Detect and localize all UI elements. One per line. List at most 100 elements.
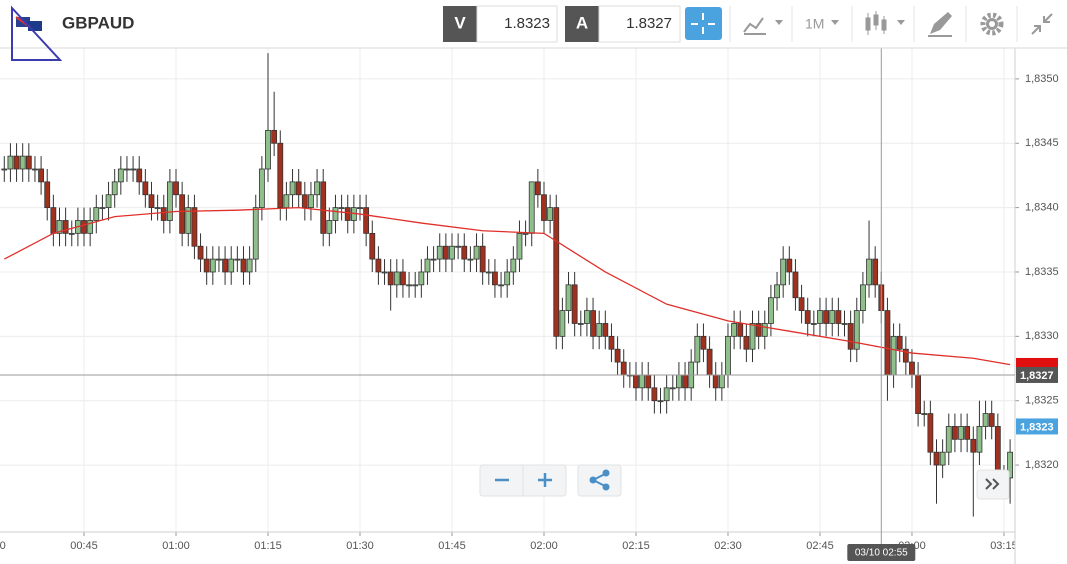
candle-body bbox=[191, 207, 198, 247]
candle bbox=[780, 246, 787, 298]
scroll-right-button[interactable] bbox=[976, 469, 1010, 500]
candle bbox=[461, 233, 468, 272]
candle-body bbox=[804, 310, 811, 324]
candle-body bbox=[265, 129, 271, 170]
candle bbox=[234, 246, 241, 272]
candle-body bbox=[951, 426, 958, 440]
candle bbox=[847, 310, 854, 363]
candle bbox=[951, 413, 958, 453]
x-tick-label: 02:00 bbox=[530, 540, 558, 552]
toolbar: GBPAUD V 1.8323 A 1.8327 1M bbox=[0, 0, 1067, 61]
timeframe-button[interactable]: 1M bbox=[805, 16, 839, 32]
candle-body bbox=[492, 271, 498, 286]
candle-body bbox=[130, 168, 136, 171]
candle bbox=[222, 246, 228, 285]
candle-body bbox=[976, 426, 983, 453]
share-button[interactable] bbox=[577, 464, 622, 497]
candle bbox=[56, 207, 63, 247]
candle bbox=[154, 194, 161, 221]
candle bbox=[363, 194, 370, 247]
y-tick-label: 1,8340 bbox=[1025, 202, 1059, 214]
candle bbox=[142, 169, 149, 208]
candle bbox=[320, 169, 327, 247]
bid-tag-label: V bbox=[454, 13, 466, 32]
candle-body bbox=[798, 297, 805, 311]
candle-body bbox=[1007, 451, 1013, 479]
chart-type-button[interactable] bbox=[743, 17, 783, 35]
candle-body bbox=[320, 181, 327, 234]
candle bbox=[203, 246, 210, 285]
candle-body bbox=[534, 181, 541, 196]
candle-body bbox=[982, 413, 989, 427]
candle-body bbox=[357, 207, 363, 210]
ask-tag[interactable] bbox=[565, 6, 599, 42]
candle bbox=[332, 194, 339, 234]
candle-body bbox=[209, 258, 216, 273]
x-tick-label: 00:45 bbox=[70, 540, 98, 552]
bid-box[interactable] bbox=[476, 5, 558, 43]
candle-body bbox=[406, 284, 412, 287]
candle bbox=[731, 310, 738, 350]
candle bbox=[577, 310, 584, 337]
candle-body bbox=[866, 258, 872, 286]
candle-body bbox=[682, 374, 688, 389]
candle-body bbox=[541, 194, 547, 221]
candle-body bbox=[87, 220, 94, 234]
candle bbox=[449, 233, 455, 272]
bid-price-box bbox=[1016, 418, 1058, 435]
zoom-in-button[interactable] bbox=[538, 473, 552, 487]
candle bbox=[485, 259, 492, 285]
candle bbox=[271, 91, 278, 157]
crosshair-button[interactable] bbox=[685, 7, 722, 40]
candle-body bbox=[909, 361, 915, 376]
candle bbox=[99, 194, 106, 221]
candle-body bbox=[725, 335, 731, 376]
candle-body bbox=[473, 245, 480, 260]
timeframe: 1M bbox=[805, 16, 824, 32]
candle-body bbox=[988, 413, 995, 427]
bid-price-label: 1,8323 bbox=[1020, 421, 1054, 433]
candle bbox=[338, 194, 345, 221]
bid-tag[interactable] bbox=[443, 6, 477, 42]
candle-body bbox=[669, 387, 676, 390]
candle bbox=[479, 233, 486, 285]
candle-body bbox=[712, 374, 719, 389]
candle-body bbox=[749, 323, 756, 350]
candle-body bbox=[737, 323, 744, 337]
candle bbox=[424, 246, 431, 285]
candle bbox=[921, 400, 928, 427]
candle bbox=[295, 169, 302, 208]
ask-box[interactable] bbox=[598, 5, 681, 43]
candle-body bbox=[442, 245, 449, 260]
candle bbox=[19, 143, 26, 182]
candle bbox=[945, 413, 952, 466]
collapse-button[interactable] bbox=[1031, 13, 1053, 35]
candle bbox=[393, 259, 400, 298]
candle-body bbox=[528, 181, 535, 234]
candle-body bbox=[375, 258, 382, 273]
candle-body bbox=[271, 129, 278, 144]
draw-button[interactable] bbox=[928, 12, 952, 37]
candle-body bbox=[571, 284, 578, 324]
candle-body bbox=[498, 284, 504, 287]
candle-body bbox=[731, 323, 738, 337]
candle-body bbox=[326, 220, 333, 234]
candle-body bbox=[68, 232, 75, 235]
y-tick-label: 1,8350 bbox=[1025, 73, 1059, 85]
candle-body bbox=[657, 400, 664, 403]
settings-button[interactable] bbox=[980, 12, 1004, 36]
candle-body bbox=[921, 413, 928, 415]
candle bbox=[590, 297, 596, 350]
candle-style-button[interactable] bbox=[865, 11, 905, 35]
candle-body bbox=[295, 181, 302, 196]
candle bbox=[314, 169, 320, 208]
candle bbox=[896, 323, 903, 363]
candle-body bbox=[216, 258, 222, 261]
candle-body bbox=[344, 207, 351, 221]
candle-body bbox=[602, 323, 609, 337]
candle bbox=[400, 259, 406, 298]
symbol: GBPAUD bbox=[62, 13, 134, 32]
candle bbox=[939, 439, 946, 478]
candle-body bbox=[694, 335, 701, 363]
